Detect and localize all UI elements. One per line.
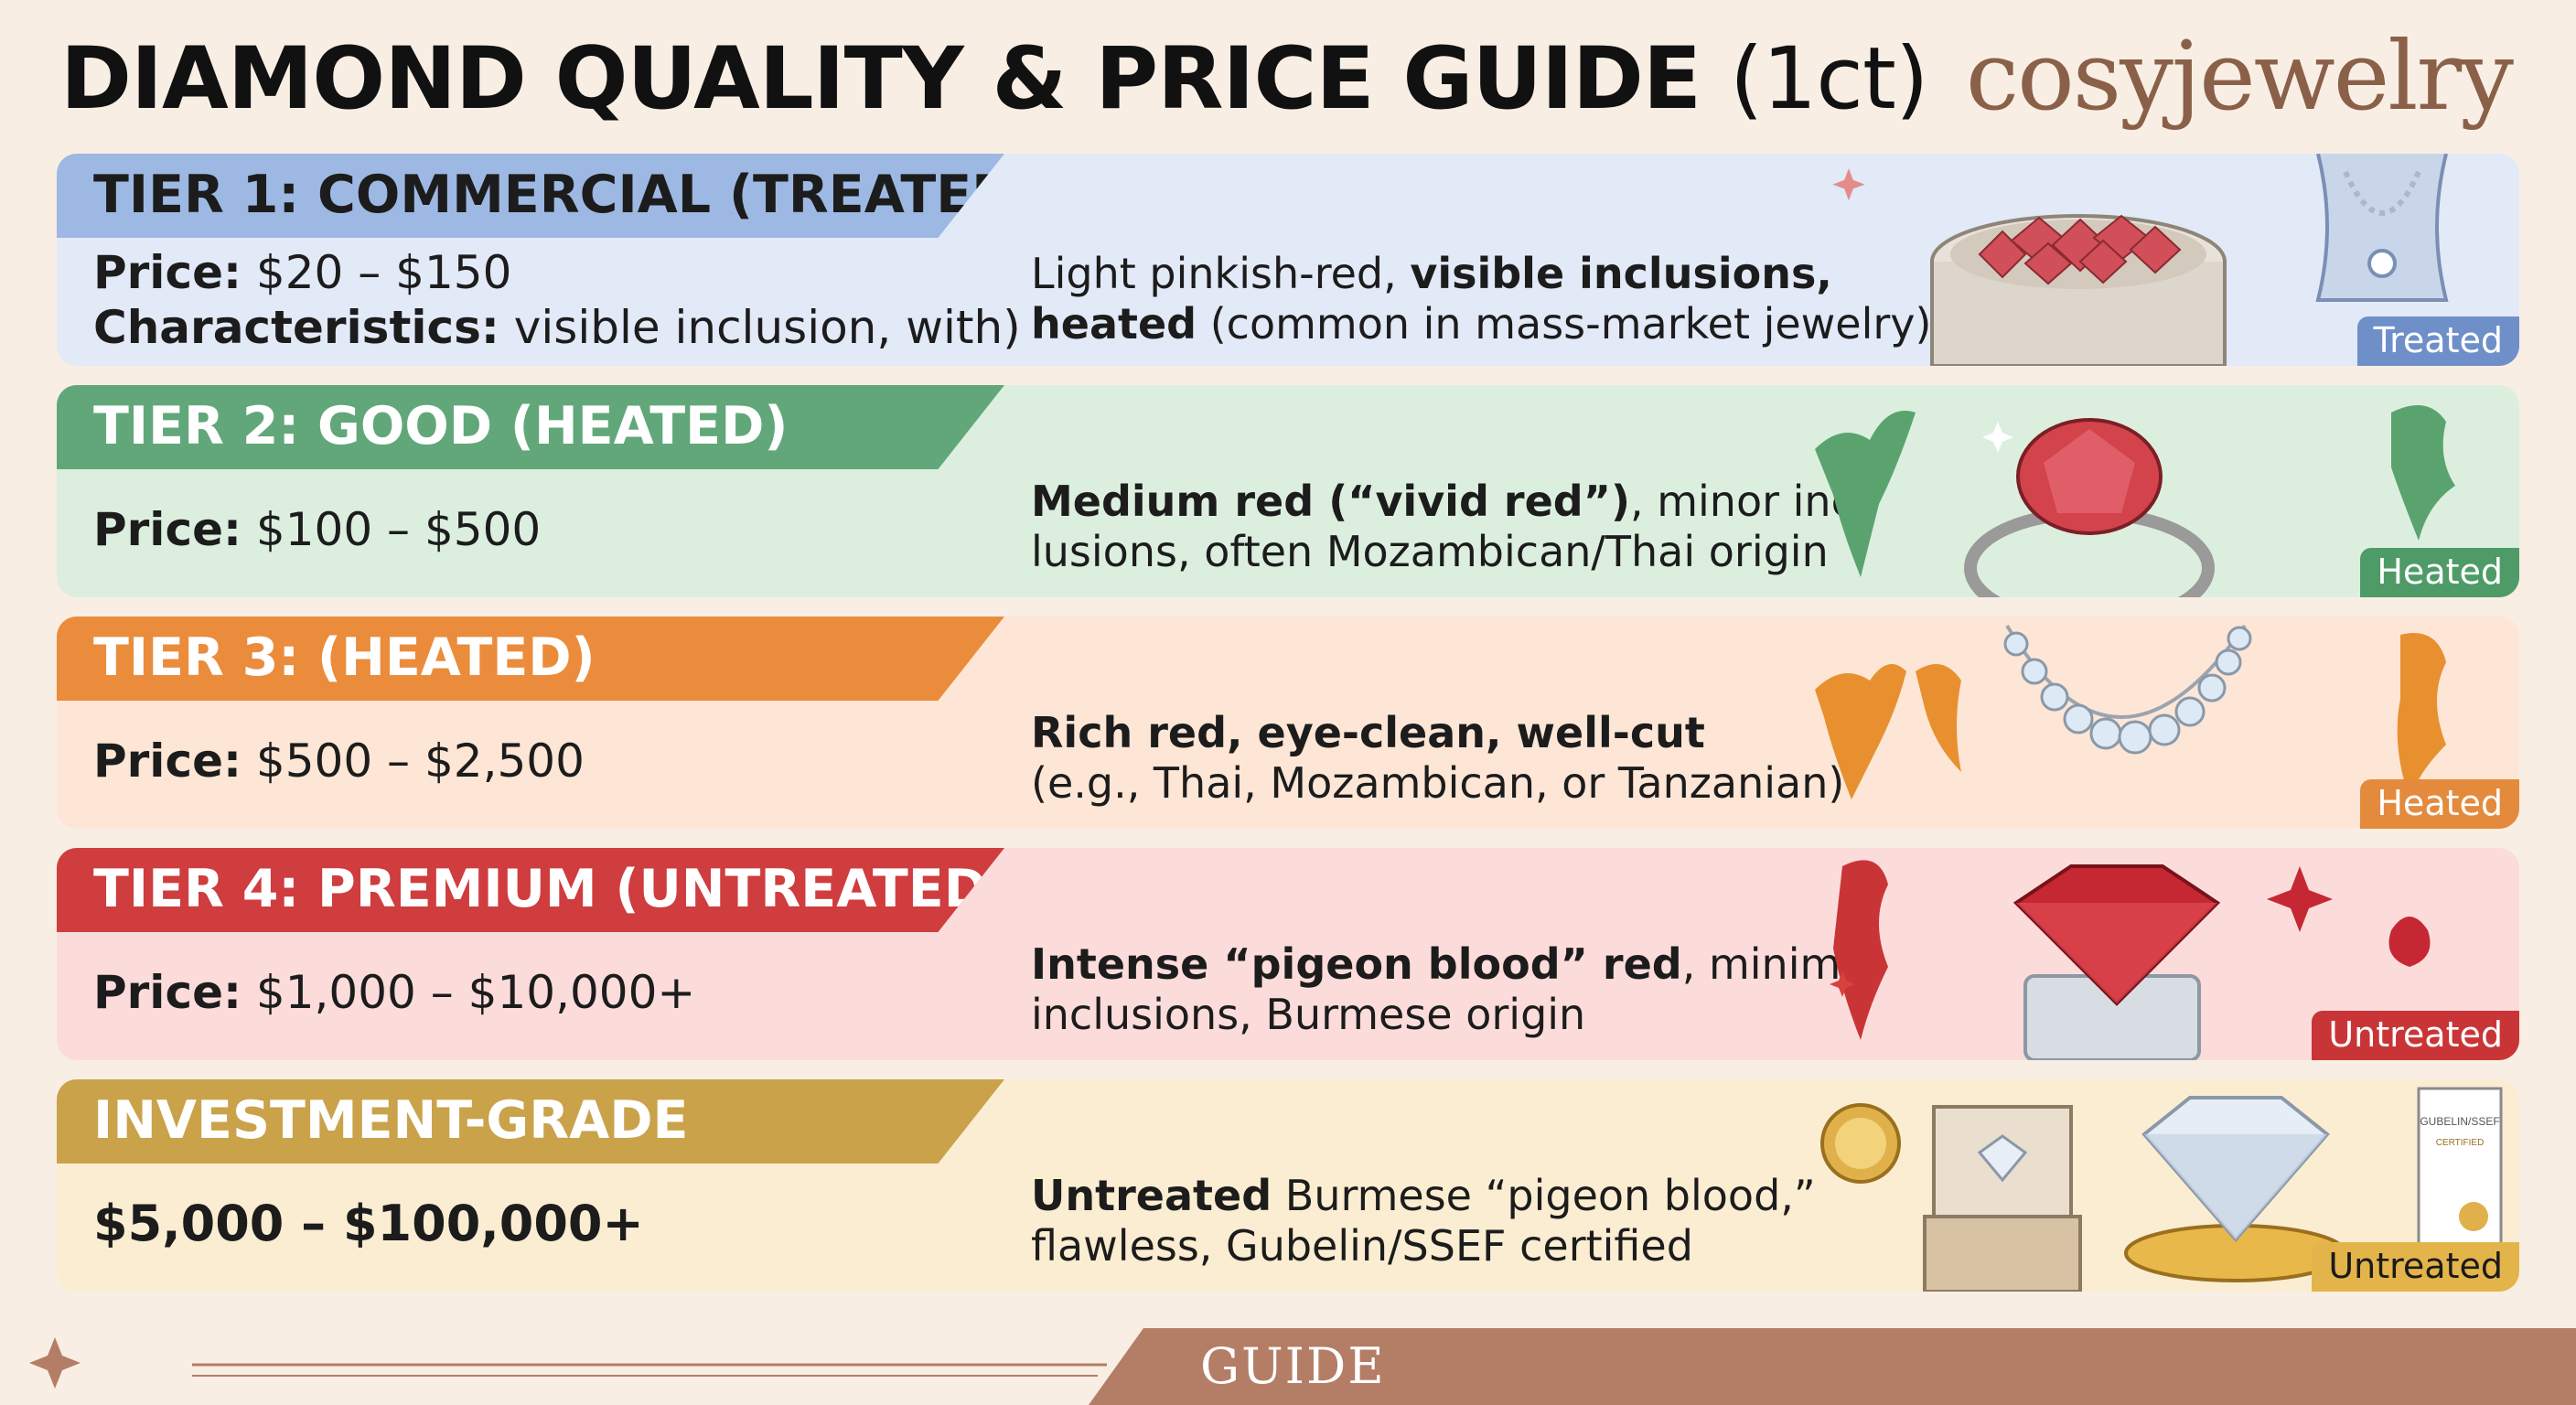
tier-title: TIER 2: GOOD (HEATED) — [93, 396, 789, 456]
treatment-tag: Treated — [2356, 316, 2519, 366]
price-value: $1,000 – $10,000+ — [255, 966, 696, 1019]
tier-header: TIER 3: (HEATED) — [57, 617, 1004, 701]
page-title: DIAMOND QUALITY & PRICE GUIDE (1ct) — [60, 29, 1929, 129]
tier-price-block: Price: $1,000 – $10,000+ — [93, 965, 695, 1020]
loose-rubies-bowl-icon — [1832, 154, 2449, 366]
desc-line2: inclusions, Burmese origin — [1031, 990, 1586, 1039]
tier-description: Rich red, eye-clean, well-cut (e.g., Tha… — [1031, 708, 1844, 809]
desc-line2: (e.g., Thai, Mozambican, or Tanzanian) — [1031, 758, 1845, 808]
price-label: Price: — [93, 246, 242, 299]
desc-line2: (common in mass-market jewelry) — [1197, 299, 1932, 349]
price-value: $20 – $150 — [255, 246, 512, 299]
footer-band — [1089, 1328, 2576, 1405]
tier-card-3: TIER 3: (HEATED) Price: $500 – $2,500 Ri… — [57, 617, 2519, 829]
desc-line2: lusions, often Mozambican/Thai origin — [1031, 527, 1829, 576]
tier-header: TIER 1: COMMERCIAL (TREATED) — [57, 154, 1004, 238]
tier-price-block: Price: $500 – $2,500 — [93, 734, 585, 788]
price-label: Price: — [93, 966, 242, 1019]
treatment-tag: Untreated — [2312, 1242, 2519, 1292]
brand-logo: cosyjewelry — [1965, 20, 2514, 132]
ruby-ring-icon — [1815, 405, 2455, 597]
desc-line1-bold: Medium red (“vivid red”) — [1031, 477, 1630, 526]
tier-title: TIER 3: (HEATED) — [93, 627, 596, 688]
tier-card-4: TIER 4: PREMIUM (UNTREATED) Price: $1,00… — [57, 848, 2519, 1060]
tier-title: INVESTMENT-GRADE — [93, 1090, 689, 1151]
price-label: Price: — [93, 503, 242, 556]
desc-line2: flawless, Gubelin/SSEF certified — [1031, 1221, 1693, 1271]
tier-title: TIER 4: PREMIUM (UNTREATED) — [93, 859, 1012, 919]
tier-header: TIER 4: PREMIUM (UNTREATED) — [57, 848, 1004, 932]
tier-card-2: TIER 2: GOOD (HEATED) Price: $100 – $500… — [57, 385, 2519, 597]
tier-price-block: Price: $100 – $500 — [93, 502, 541, 557]
characteristics-value: visible inclusion, with) — [513, 301, 1021, 354]
price-value: $100 – $500 — [255, 503, 542, 556]
treatment-tag: Heated — [2360, 779, 2519, 829]
tier-price-block: Price: $20 – $150 Characteristics: visib… — [93, 245, 1021, 355]
title-suffix: (1ct) — [1729, 29, 1929, 129]
cert-subtitle: CERTIFIED — [2436, 1138, 2485, 1148]
tier-card-investment: INVESTMENT-GRADE $5,000 – $100,000+ Untr… — [57, 1079, 2519, 1292]
tier-description: Medium red (“vivid red”), minor inc- lus… — [1031, 477, 1869, 577]
characteristics-label: Characteristics: — [93, 301, 499, 354]
treatment-tag: Untreated — [2312, 1011, 2519, 1060]
tier-header: TIER 2: GOOD (HEATED) — [57, 385, 1004, 469]
tier-title: TIER 1: COMMERCIAL (TREATED) — [93, 165, 1039, 225]
desc-line1-bold: Untreated — [1031, 1171, 1272, 1220]
price-value: $500 – $2,500 — [255, 735, 585, 788]
desc-line1-bold: Rich red, eye-clean, well-cut — [1031, 708, 1705, 757]
footer-decoration — [29, 1337, 1107, 1389]
treatment-tag: Heated — [2360, 548, 2519, 597]
tier-description: Light pinkish-red, visible inclusions, h… — [1031, 249, 1931, 349]
desc-line2-bold: heated — [1031, 299, 1197, 349]
desc-line1-bold: visible inclusions, — [1410, 249, 1832, 298]
desc-line1: Burmese “pigeon blood,” — [1272, 1171, 1816, 1220]
footer-label: GUIDE — [1200, 1337, 1386, 1395]
price-value: $5,000 – $100,000+ — [93, 1195, 644, 1252]
large-ruby-icon — [1830, 860, 2431, 1060]
desc-line1: Light pinkish-red, — [1031, 249, 1411, 298]
tier-card-1: TIER 1: COMMERCIAL (TREATED) Price: $20 … — [57, 154, 2519, 366]
diamond-display-icon: GUBELIN/SSEF CERTIFIED — [1820, 1087, 2503, 1292]
price-label: Price: — [93, 735, 242, 788]
tier-description: Intense “pigeon blood” red, minimal incl… — [1031, 939, 1878, 1040]
desc-line1-bold: Intense “pigeon blood” red — [1031, 939, 1682, 989]
tier-description: Untreated Burmese “pigeon blood,” flawle… — [1031, 1171, 1816, 1271]
title-main: DIAMOND QUALITY & PRICE GUIDE — [60, 29, 1701, 129]
tier-header: INVESTMENT-GRADE — [57, 1079, 1004, 1164]
tier-price-block: $5,000 – $100,000+ — [93, 1196, 644, 1251]
cert-title: GUBELIN/SSEF — [2420, 1115, 2499, 1128]
diamond-necklace-icon — [1815, 624, 2446, 799]
